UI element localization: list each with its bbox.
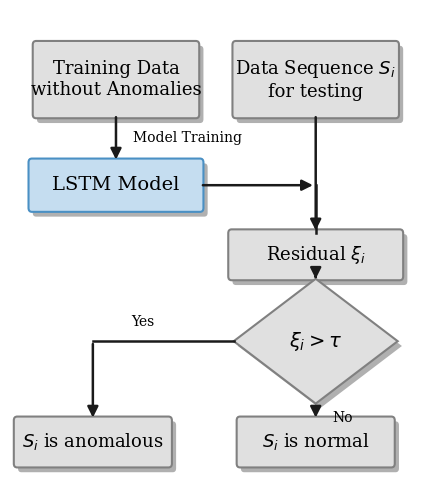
Text: LSTM Model: LSTM Model bbox=[52, 176, 180, 194]
Text: Model Training: Model Training bbox=[133, 132, 242, 145]
FancyBboxPatch shape bbox=[241, 422, 399, 472]
Text: Yes: Yes bbox=[132, 315, 155, 329]
FancyBboxPatch shape bbox=[18, 422, 176, 472]
Polygon shape bbox=[234, 279, 398, 404]
FancyBboxPatch shape bbox=[237, 416, 395, 468]
Polygon shape bbox=[238, 284, 402, 408]
FancyBboxPatch shape bbox=[33, 164, 208, 216]
FancyBboxPatch shape bbox=[28, 158, 203, 212]
FancyBboxPatch shape bbox=[33, 41, 199, 118]
Text: No: No bbox=[332, 411, 353, 425]
Text: Training Data
without Anomalies: Training Data without Anomalies bbox=[31, 60, 201, 99]
FancyBboxPatch shape bbox=[237, 46, 403, 123]
Text: $\xi_i > \tau$: $\xi_i > \tau$ bbox=[289, 330, 342, 352]
Text: $S_i$ is normal: $S_i$ is normal bbox=[262, 432, 370, 452]
FancyBboxPatch shape bbox=[228, 230, 403, 280]
Text: $S_i$ is anomalous: $S_i$ is anomalous bbox=[22, 432, 163, 452]
FancyBboxPatch shape bbox=[14, 416, 172, 468]
FancyBboxPatch shape bbox=[37, 46, 203, 123]
Text: Residual $\xi_i$: Residual $\xi_i$ bbox=[266, 244, 366, 266]
FancyBboxPatch shape bbox=[233, 41, 399, 118]
FancyBboxPatch shape bbox=[233, 234, 407, 285]
Text: Data Sequence $S_i$
for testing: Data Sequence $S_i$ for testing bbox=[236, 58, 396, 101]
